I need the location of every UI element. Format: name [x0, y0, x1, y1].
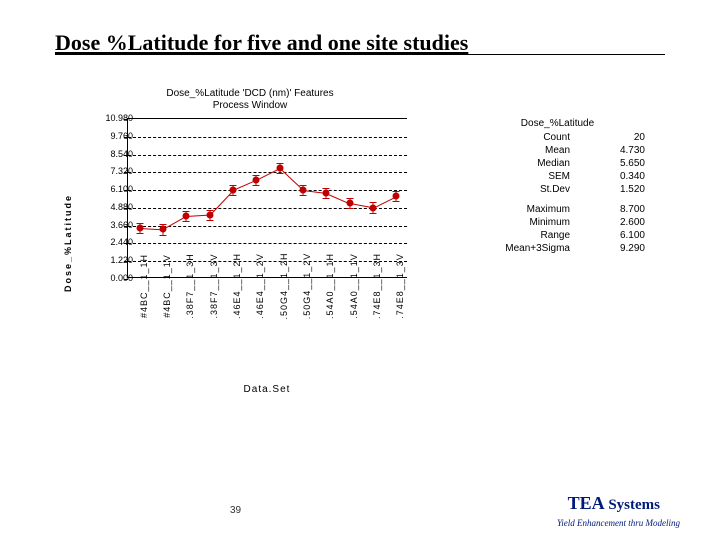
stats-label: Mean: [470, 144, 570, 157]
error-cap: [300, 195, 307, 196]
error-cap: [276, 173, 283, 174]
ytick-label: 4.880: [110, 202, 133, 212]
stats-row: Count 20: [470, 131, 645, 144]
ytick-label: 1.220: [110, 255, 133, 265]
gridline: [128, 208, 407, 209]
stats-value: 5.650: [585, 157, 645, 170]
chart-title-line2: Process Window: [213, 100, 287, 111]
xtick-label: .46E4__1_2V: [255, 253, 265, 319]
data-marker: [323, 190, 330, 197]
stats-row: Maximum 8.700: [470, 203, 645, 216]
error-cap: [183, 221, 190, 222]
gridline: [128, 155, 407, 156]
xtick-label: #4BC__1_1H: [139, 254, 149, 318]
ytick-label: 9.760: [110, 131, 133, 141]
error-cap: [230, 195, 237, 196]
error-cap: [136, 233, 143, 234]
ytick-label: 2.440: [110, 237, 133, 247]
data-marker: [136, 224, 143, 231]
data-marker: [276, 165, 283, 172]
xtick-label: .38F7__1_3V: [209, 253, 219, 318]
footer-brand-1: TEA: [568, 493, 605, 513]
xtick-label: .38F7__1_3H: [185, 253, 195, 319]
chart-title-line1: Dose_%Latitude 'DCD (nm)' Features: [166, 88, 333, 99]
y-axis-label: Dose_%Latitude: [63, 194, 73, 292]
stats-row: SEM 0.340: [470, 170, 645, 183]
title-area: Dose %Latitude for five and one site stu…: [55, 30, 665, 55]
chart-title: Dose_%Latitude 'DCD (nm)' Features Proce…: [85, 88, 415, 112]
footer-brand-2: Systems: [605, 497, 660, 513]
stats-row: Minimum 2.600: [470, 216, 645, 229]
error-cap: [160, 235, 167, 236]
data-marker: [160, 226, 167, 233]
series-line: [209, 190, 233, 216]
stats-value: 6.100: [585, 229, 645, 242]
stats-row: Median 5.650: [470, 157, 645, 170]
ytick-label: 6.100: [110, 184, 133, 194]
xtick-label: .74E8__1_3H: [372, 253, 382, 319]
gridline: [128, 243, 407, 244]
stats-header: Dose_%Latitude: [470, 118, 645, 129]
page-number: 39: [230, 505, 241, 516]
gridline: [128, 190, 407, 191]
stats-label: St.Dev: [470, 183, 570, 196]
stats-label: SEM: [470, 170, 570, 183]
stats-label: Maximum: [470, 203, 570, 216]
xtick-label: .50G4__1_2H: [279, 252, 289, 319]
ytick-label: 0.000: [110, 273, 133, 283]
error-cap: [393, 201, 400, 202]
stats-value: 8.700: [585, 203, 645, 216]
stats-value: 4.730: [585, 144, 645, 157]
stats-label: Range: [470, 229, 570, 242]
xtick-label: .54A0__1_1H: [325, 253, 335, 319]
gridline: [128, 137, 407, 138]
xtick-label: .74E8__1_3V: [395, 253, 405, 319]
xtick-label: .54A0__1_1V: [349, 253, 359, 319]
page-title: Dose %Latitude for five and one site stu…: [55, 30, 468, 56]
data-marker: [370, 204, 377, 211]
footer-subtitle: Yield Enhancement thru Modeling: [557, 518, 680, 528]
ytick-label: 10.980: [105, 113, 133, 123]
data-marker: [230, 187, 237, 194]
ytick-label: 8.540: [110, 149, 133, 159]
stats-label: Minimum: [470, 216, 570, 229]
chart: Dose_%Latitude 'DCD (nm)' Features Proce…: [85, 88, 415, 428]
data-marker: [206, 211, 213, 218]
stats-label: Count: [470, 131, 570, 144]
data-marker: [346, 200, 353, 207]
error-cap: [253, 185, 260, 186]
stats-row: Mean 4.730: [470, 144, 645, 157]
error-cap: [206, 220, 213, 221]
stats-label: Median: [470, 157, 570, 170]
xtick-label: .46E4__1_2H: [232, 253, 242, 319]
ytick-label: 7.320: [110, 166, 133, 176]
data-marker: [300, 187, 307, 194]
error-cap: [323, 198, 330, 199]
stats-value: 2.600: [585, 216, 645, 229]
stats-value: 0.340: [585, 170, 645, 183]
data-marker: [253, 176, 260, 183]
x-axis-label: Data.Set: [127, 384, 407, 395]
data-marker: [183, 213, 190, 220]
error-cap: [346, 208, 353, 209]
error-cap: [370, 213, 377, 214]
stats-panel: Dose_%Latitude Count 20 Mean 4.730 Median 5.6…: [470, 118, 645, 255]
stats-row: St.Dev 1.520: [470, 183, 645, 196]
stats-value: 1.520: [585, 183, 645, 196]
xtick-label: #4BC__1_1V: [162, 254, 172, 318]
stats-value: 20: [585, 131, 645, 144]
stats-row: Mean+3Sigma 9.290: [470, 242, 645, 255]
stats-value: 9.290: [585, 242, 645, 255]
xtick-label: .50G4__1_2V: [302, 253, 312, 320]
ytick-label: 3.660: [110, 220, 133, 230]
stats-label: Mean+3Sigma: [470, 242, 570, 255]
footer-brand: TEA Systems: [568, 493, 660, 514]
data-marker: [393, 192, 400, 199]
stats-row: Range 6.100: [470, 229, 645, 242]
